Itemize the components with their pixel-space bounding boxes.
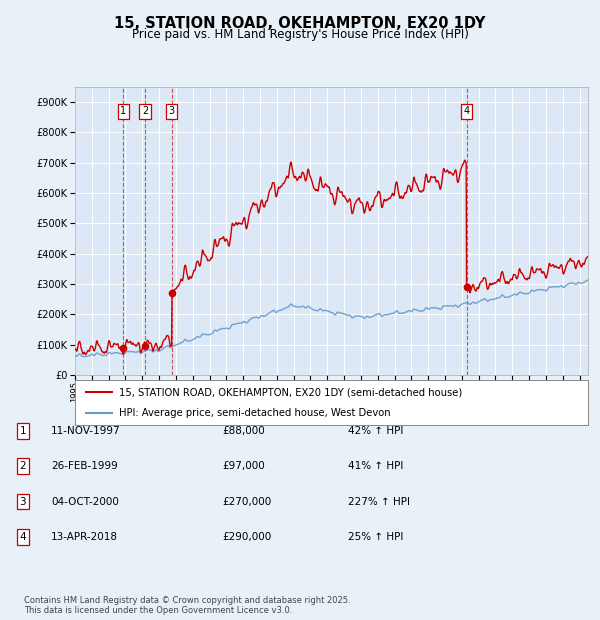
Text: 2: 2 [142,106,148,116]
Text: £88,000: £88,000 [222,426,265,436]
Text: 4: 4 [19,532,26,542]
Text: 15, STATION ROAD, OKEHAMPTON, EX20 1DY (semi-detached house): 15, STATION ROAD, OKEHAMPTON, EX20 1DY (… [119,387,462,397]
Text: Contains HM Land Registry data © Crown copyright and database right 2025.
This d: Contains HM Land Registry data © Crown c… [24,596,350,615]
Text: HPI: Average price, semi-detached house, West Devon: HPI: Average price, semi-detached house,… [119,407,390,418]
Text: 3: 3 [169,106,175,116]
Text: £290,000: £290,000 [222,532,271,542]
Text: 41% ↑ HPI: 41% ↑ HPI [348,461,403,471]
Text: £97,000: £97,000 [222,461,265,471]
Text: 3: 3 [19,497,26,507]
Text: 04-OCT-2000: 04-OCT-2000 [51,497,119,507]
Text: Price paid vs. HM Land Registry's House Price Index (HPI): Price paid vs. HM Land Registry's House … [131,28,469,41]
Text: 4: 4 [463,106,470,116]
Text: 25% ↑ HPI: 25% ↑ HPI [348,532,403,542]
Text: 11-NOV-1997: 11-NOV-1997 [51,426,121,436]
Text: 26-FEB-1999: 26-FEB-1999 [51,461,118,471]
Text: 42% ↑ HPI: 42% ↑ HPI [348,426,403,436]
Text: 15, STATION ROAD, OKEHAMPTON, EX20 1DY: 15, STATION ROAD, OKEHAMPTON, EX20 1DY [115,16,485,30]
Text: 1: 1 [120,106,127,116]
Text: 227% ↑ HPI: 227% ↑ HPI [348,497,410,507]
Text: 2: 2 [19,461,26,471]
Text: £270,000: £270,000 [222,497,271,507]
Text: 1: 1 [19,426,26,436]
Text: 13-APR-2018: 13-APR-2018 [51,532,118,542]
